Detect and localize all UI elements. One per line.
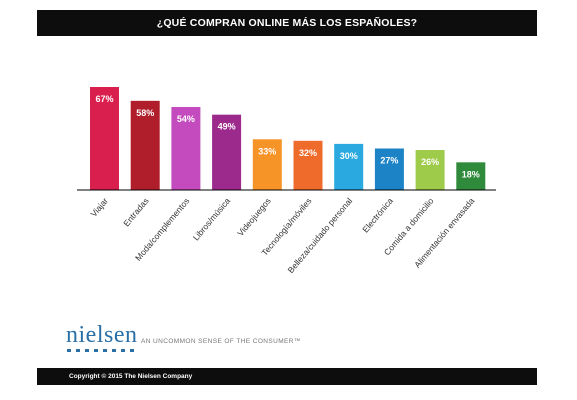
bar-3 bbox=[171, 106, 201, 190]
category-label-5: Videojuegos bbox=[235, 196, 273, 238]
nielsen-logo: nielsen bbox=[66, 322, 138, 348]
bar-9 bbox=[415, 150, 445, 190]
data-label-10: 18% bbox=[462, 169, 480, 179]
data-label-5: 33% bbox=[258, 146, 276, 156]
data-label-6: 32% bbox=[299, 148, 317, 158]
category-label-2: Entradas bbox=[121, 196, 151, 228]
category-label-4: Libros/música bbox=[191, 196, 233, 243]
data-label-7: 30% bbox=[340, 151, 358, 161]
bar-10 bbox=[456, 162, 486, 190]
category-label-1: Viajar bbox=[89, 196, 111, 219]
bar-chart: 67% 58% 54% 49% 33% 32% 30% 27% 26% 18% Viajar Ent… bbox=[77, 87, 496, 275]
bar-6 bbox=[293, 140, 323, 190]
copyright-footer: Copyright © 2015 The Nielsen Company bbox=[37, 368, 537, 385]
bar-4 bbox=[212, 114, 242, 190]
chart-title: ¿QUÉ COMPRAN ONLINE MÁS LOS ESPAÑOLES? bbox=[37, 10, 537, 36]
data-label-2: 58% bbox=[136, 108, 154, 118]
bar-2 bbox=[130, 100, 160, 190]
data-label-4: 49% bbox=[218, 122, 236, 132]
data-label-9: 26% bbox=[421, 157, 439, 167]
data-label-8: 27% bbox=[380, 155, 398, 165]
data-label-1: 67% bbox=[95, 94, 113, 104]
bar-8 bbox=[374, 148, 404, 190]
data-label-3: 54% bbox=[177, 114, 195, 124]
bar-5 bbox=[252, 139, 282, 190]
bar-7 bbox=[334, 143, 364, 190]
bar-1 bbox=[90, 87, 119, 190]
category-label-8: Electrónica bbox=[360, 196, 395, 235]
logo-dots bbox=[67, 349, 134, 352]
brand-tagline: AN UNCOMMON SENSE OF THE CONSUMER™ bbox=[141, 338, 301, 345]
